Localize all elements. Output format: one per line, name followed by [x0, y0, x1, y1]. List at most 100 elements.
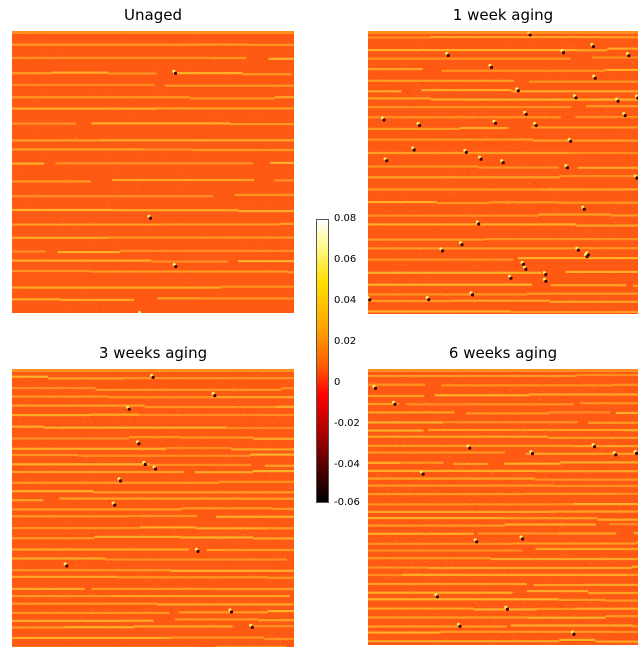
- heatmap-speckle: [416, 51, 419, 53]
- heatmap-speckle: [454, 379, 457, 381]
- heatmap-stripe: [633, 532, 638, 535]
- heatmap-stripe: [194, 471, 253, 474]
- heatmap-speckle: [490, 183, 493, 185]
- heatmap-unaged: [12, 31, 294, 313]
- heatmap-speckle: [189, 547, 192, 549]
- heatmap-defect: [561, 51, 566, 55]
- heatmap-speckle: [379, 169, 382, 171]
- heatmap-speckle: [20, 397, 23, 399]
- heatmap-speckle: [17, 624, 20, 626]
- heatmap-stripe: [151, 260, 229, 263]
- heatmap-speckle: [86, 302, 89, 304]
- heatmap-speckle: [628, 62, 631, 64]
- heatmap-speckle: [265, 163, 268, 165]
- heatmap-speckle: [520, 137, 523, 139]
- heatmap-speckle: [14, 511, 16, 513]
- heatmap-speckle: [617, 482, 620, 484]
- heatmap-speckle: [406, 90, 409, 92]
- heatmap-stripe: [632, 625, 638, 628]
- heatmap-stripe: [528, 393, 638, 396]
- heatmap-speckle: [441, 521, 444, 523]
- heatmap-speckle: [490, 643, 493, 645]
- heatmap-speckle: [130, 132, 133, 134]
- heatmap-speckle: [110, 560, 113, 562]
- heatmap-speckle: [220, 538, 223, 540]
- heatmap-speckle: [24, 575, 27, 576]
- heatmap-speckle: [133, 379, 136, 381]
- heatmap-speckle: [269, 635, 272, 637]
- heatmap-top-edge: [368, 369, 638, 372]
- heatmap-speckle: [490, 556, 493, 558]
- heatmap-speckle: [192, 578, 195, 580]
- heatmap-stripe: [78, 454, 251, 457]
- heatmap-speckle: [532, 535, 535, 537]
- heatmap-stripe: [591, 56, 638, 59]
- heatmap-stripe: [206, 548, 294, 552]
- heatmap-speckle: [93, 469, 96, 471]
- heatmap-speckle: [432, 55, 435, 57]
- heatmap-speckle: [629, 604, 631, 606]
- heatmap-speckle: [138, 375, 141, 377]
- heatmap-stripe: [129, 436, 181, 439]
- heatmap-speckle: [90, 614, 93, 616]
- heatmap-speckle: [175, 608, 178, 610]
- heatmap-speckle: [67, 388, 70, 390]
- heatmap-speckle: [418, 257, 421, 259]
- heatmap-speckle: [612, 425, 615, 427]
- heatmap-speckle: [466, 193, 468, 195]
- heatmap-speckle: [242, 532, 245, 533]
- heatmap-speckle: [215, 640, 218, 642]
- heatmap-speckle: [427, 399, 430, 401]
- heatmap-stripe: [214, 587, 294, 591]
- heatmap-speckle: [219, 583, 222, 585]
- heatmap-speckle: [143, 519, 146, 521]
- heatmap-speckle: [28, 473, 31, 475]
- heatmap-speckle: [167, 530, 170, 532]
- heatmap-speckle: [175, 506, 178, 508]
- heatmap-speckle: [504, 461, 507, 463]
- heatmap-speckle: [562, 267, 564, 269]
- heatmap-speckle: [457, 115, 460, 116]
- heatmap-stripe: [113, 209, 239, 212]
- heatmap-speckle: [209, 620, 212, 622]
- heatmap-speckle: [516, 296, 519, 298]
- heatmap-speckle: [484, 467, 487, 469]
- heatmap-speckle: [264, 490, 267, 492]
- heatmap-speckle: [441, 378, 444, 380]
- heatmap-stripe: [491, 557, 638, 561]
- heatmap-speckle: [275, 561, 278, 563]
- heatmap-stripe: [368, 524, 505, 527]
- heatmap-defect: [460, 243, 464, 247]
- heatmap-speckle: [407, 564, 410, 566]
- heatmap-speckle: [513, 150, 516, 152]
- heatmap-speckle: [389, 578, 392, 580]
- heatmap-speckle: [631, 410, 634, 412]
- heatmap-speckle: [106, 631, 109, 633]
- heatmap-speckle: [278, 411, 281, 413]
- heatmap-speckle: [170, 395, 173, 397]
- heatmap-stripe: [90, 270, 288, 273]
- heatmap-speckle: [608, 603, 611, 604]
- heatmap-speckle: [448, 289, 451, 291]
- heatmap-stripe: [274, 179, 294, 182]
- heatmap-speckle: [513, 551, 516, 553]
- heatmap-speckle: [619, 509, 622, 511]
- heatmap-speckle: [573, 544, 576, 546]
- heatmap-speckle: [534, 548, 537, 550]
- heatmap-speckle: [178, 449, 181, 451]
- heatmap-stripe: [615, 411, 638, 415]
- heatmap-speckle: [373, 611, 376, 613]
- heatmap-speckle: [433, 453, 436, 455]
- heatmap-stripe: [368, 616, 528, 619]
- heatmap-speckle: [69, 542, 72, 544]
- heatmap-stripe: [57, 251, 121, 254]
- heatmap-speckle: [228, 561, 231, 563]
- heatmap-speckle: [508, 280, 511, 281]
- heatmap-speckle: [486, 580, 488, 582]
- heatmap-speckle: [571, 46, 574, 48]
- heatmap-stripe: [12, 470, 184, 474]
- heatmap-speckle: [504, 593, 507, 595]
- heatmap-defect: [427, 298, 431, 302]
- heatmap-speckle: [27, 484, 30, 486]
- heatmap-speckle: [205, 546, 208, 548]
